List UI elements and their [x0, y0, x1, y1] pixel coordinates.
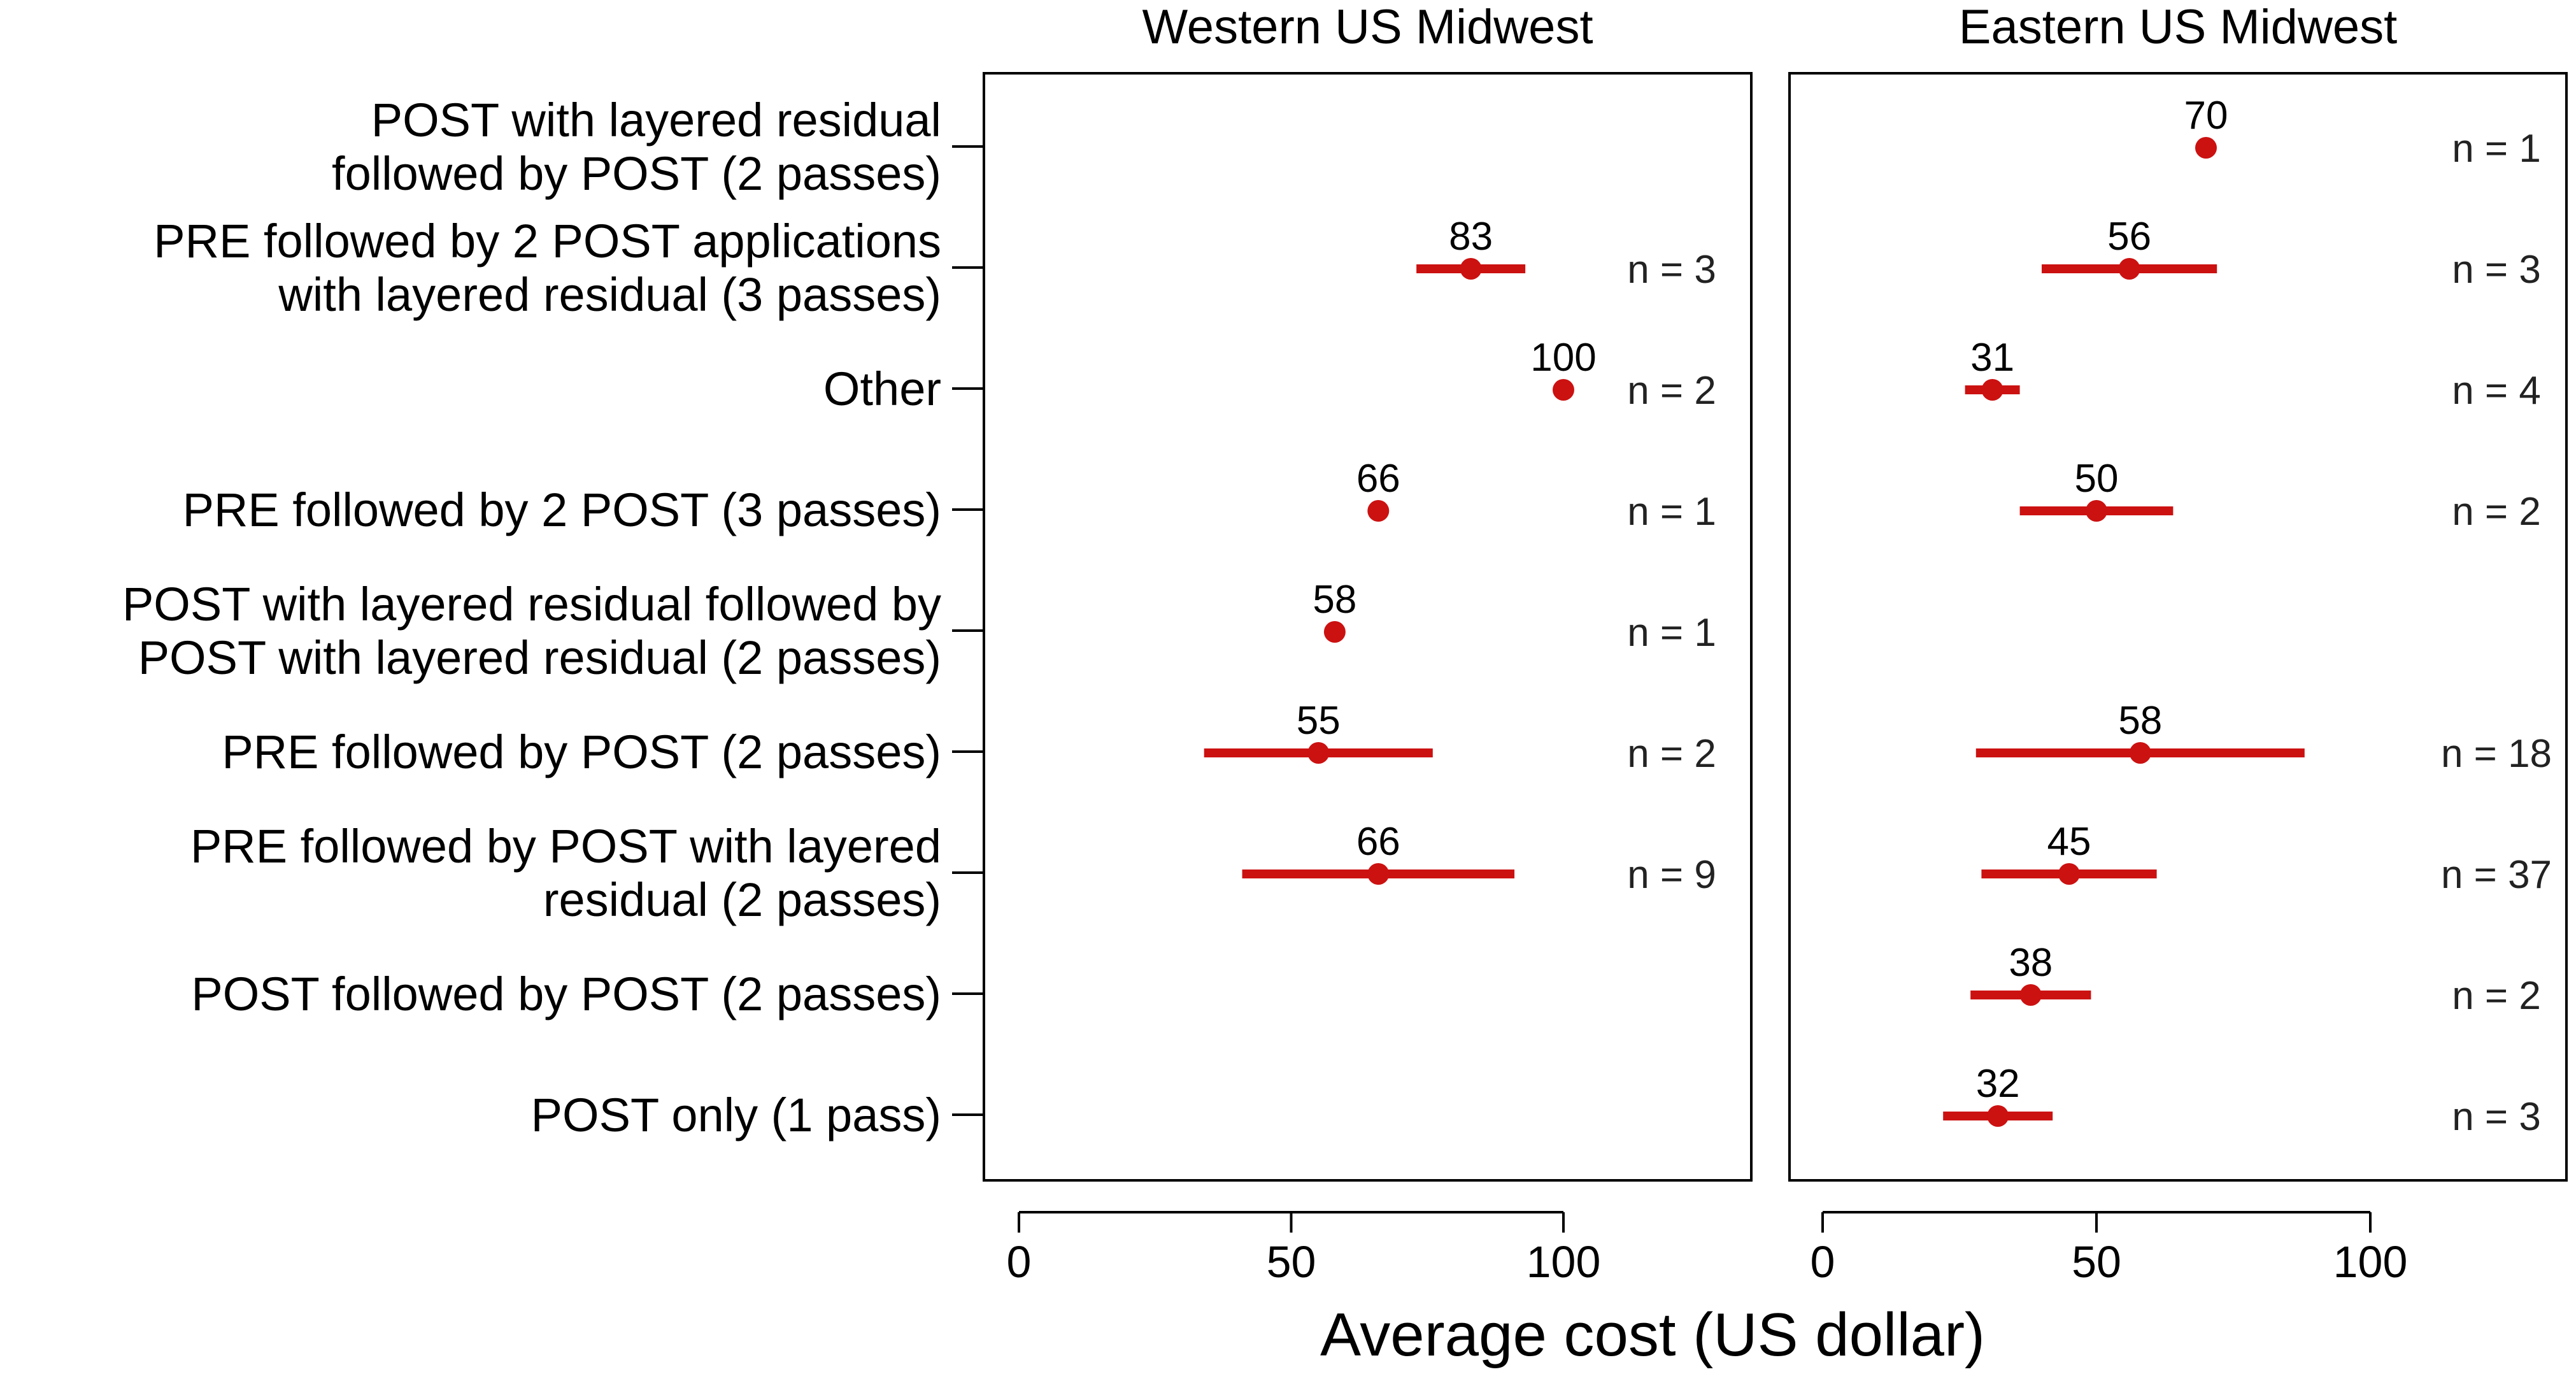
sample-size-label: n = 18 [2441, 732, 2552, 776]
value-label: 50 [2075, 457, 2119, 501]
category-label: POST with layered residual followed by PO… [122, 578, 941, 684]
category-label: PRE followed by 2 POST (3 passes) [183, 483, 941, 536]
value-label: 45 [2047, 820, 2091, 864]
category-label: PRE followed by POST (2 passes) [222, 726, 941, 778]
category-label: POST followed by POST (2 passes) [191, 968, 941, 1020]
value-label: 38 [2009, 941, 2053, 985]
category-label: Other [823, 362, 941, 415]
mean-point [2058, 863, 2080, 885]
sample-size-label: n = 9 [1627, 853, 1716, 897]
sample-size-label: n = 37 [2441, 853, 2552, 897]
sample-size-label: n = 1 [2452, 127, 2541, 171]
sample-size-label: n = 2 [2452, 974, 2541, 1018]
x-tick-label: 50 [1267, 1237, 1316, 1287]
x-tick-label: 100 [2333, 1237, 2408, 1287]
sample-size-label: n = 3 [1627, 248, 1716, 292]
value-label: 66 [1356, 457, 1400, 501]
mean-point [2019, 984, 2042, 1006]
category-label: POST only (1 pass) [531, 1089, 941, 1141]
mean-point [1307, 742, 1330, 764]
mean-point [1323, 621, 1346, 643]
value-label: 56 [2107, 215, 2151, 259]
x-tick-label: 100 [1526, 1237, 1601, 1287]
panel-title: Western US Midwest [1142, 0, 1593, 54]
panel-frame [1788, 72, 2568, 1182]
sample-size-label: n = 4 [2452, 369, 2541, 413]
mean-point [1553, 379, 1574, 401]
panel-title: Eastern US Midwest [1959, 0, 2397, 54]
sample-size-label: n = 2 [1627, 369, 1716, 413]
value-label: 66 [1356, 820, 1400, 864]
mean-point [1460, 258, 1482, 280]
value-label: 70 [2184, 94, 2228, 138]
value-label: 58 [2118, 699, 2162, 743]
value-label: 32 [1976, 1062, 2020, 1106]
mean-point [1367, 500, 1390, 522]
x-axis-title: Average cost (US dollar) [1320, 1301, 1985, 1369]
panel-frame [983, 72, 1753, 1182]
mean-point [2086, 500, 2107, 522]
value-label: 58 [1313, 578, 1356, 622]
mean-point [1367, 863, 1390, 885]
mean-point [2118, 258, 2140, 280]
x-tick-label: 50 [2072, 1237, 2121, 1287]
x-tick-label: 0 [1811, 1237, 1835, 1287]
x-tick-label: 0 [1007, 1237, 1032, 1287]
value-label: 100 [1530, 336, 1596, 380]
category-label: PRE followed by 2 POST applications with … [153, 215, 941, 321]
sample-size-label: n = 2 [1627, 732, 1716, 776]
sample-size-label: n = 1 [1627, 611, 1716, 655]
mean-point [1987, 1105, 2009, 1127]
sample-size-label: n = 3 [2452, 1095, 2541, 1139]
sample-size-label: n = 1 [1627, 490, 1716, 534]
sample-size-label: n = 2 [2452, 490, 2541, 534]
value-label: 83 [1449, 215, 1493, 259]
value-label: 55 [1297, 699, 1341, 743]
mean-point [1981, 379, 2003, 401]
category-label: PRE followed by POST with layered residua… [190, 820, 941, 926]
mean-point [2129, 742, 2151, 764]
sample-size-label: n = 3 [2452, 248, 2541, 292]
mean-point [2195, 137, 2217, 159]
value-label: 31 [1970, 336, 2014, 380]
category-label: POST with layered residual followed by PO… [332, 94, 941, 200]
